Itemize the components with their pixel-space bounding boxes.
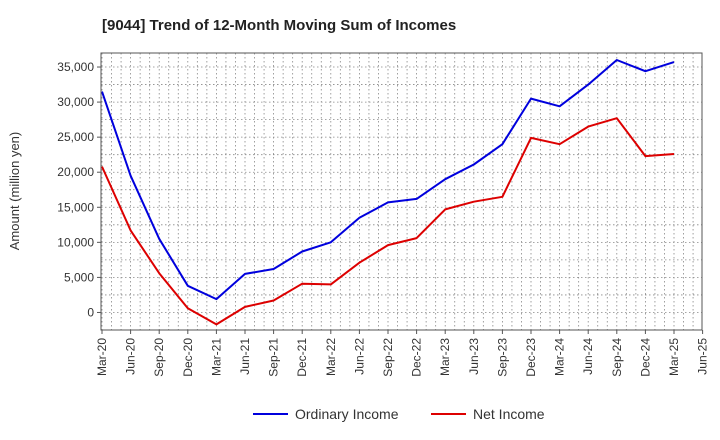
y-tick-label: 35,000: [57, 60, 94, 74]
x-tick-label: Jun-23: [467, 338, 481, 375]
x-tick-label: Sep-21: [267, 338, 281, 377]
x-tick-label: Dec-24: [638, 338, 652, 377]
ordinary-income-line: [101, 59, 675, 301]
x-tick-label: Dec-21: [295, 338, 309, 377]
net-income-legend-label: Net Income: [473, 406, 545, 422]
series-lines: [101, 59, 675, 326]
y-tick-label: 20,000: [57, 165, 94, 179]
plot-area: [101, 53, 702, 330]
x-tick-label: Dec-23: [524, 338, 538, 377]
legend: Ordinary Income Net Income: [253, 406, 545, 422]
y-axis-label: Amount (million yen): [7, 132, 22, 251]
y-tick-label: 25,000: [57, 130, 94, 144]
x-tick-label: Jun-21: [238, 338, 252, 375]
x-tick-label: Mar-22: [324, 338, 338, 376]
y-tick-label: 15,000: [57, 200, 94, 214]
x-tick-label: Mar-24: [553, 338, 567, 376]
y-axis-ticks: 0 5,000 10,000 15,000 20,000 25,000 30,000 35,0…: [57, 60, 101, 319]
x-tick-label: Mar-25: [667, 338, 681, 376]
plot-frame: [100, 52, 703, 331]
x-tick-label: Mar-20: [95, 338, 109, 376]
y-tick-label: 0: [87, 305, 94, 319]
x-tick-label: Sep-20: [152, 338, 166, 377]
chart-title: [9044] Trend of 12-Month Moving Sum of I…: [102, 17, 456, 34]
net-income-line: [101, 117, 675, 326]
x-tick-label: Dec-20: [181, 338, 195, 377]
x-tick-label: Jun-20: [124, 338, 138, 375]
y-tick-label: 10,000: [57, 235, 94, 249]
x-tick-label: Jun-22: [352, 338, 366, 375]
ordinary-income-legend-label: Ordinary Income: [295, 406, 399, 422]
y-tick-label: 30,000: [57, 95, 94, 109]
x-tick-label: Dec-22: [410, 338, 424, 377]
x-tick-label: Jun-25: [696, 338, 710, 375]
x-tick-label: Sep-23: [495, 338, 509, 377]
x-axis-ticks: Mar-20 Jun-20 Sep-20 Dec-20 Mar-21 Jun-21 Sep-…: [95, 330, 710, 377]
x-tick-label: Sep-24: [610, 338, 624, 377]
grid-lines: [101, 53, 702, 330]
x-tick-label: Mar-23: [438, 338, 452, 376]
y-tick-label: 5,000: [64, 270, 94, 284]
x-tick-label: Jun-24: [581, 338, 595, 375]
x-tick-label: Mar-21: [209, 338, 223, 376]
x-tick-label: Sep-22: [381, 338, 395, 377]
